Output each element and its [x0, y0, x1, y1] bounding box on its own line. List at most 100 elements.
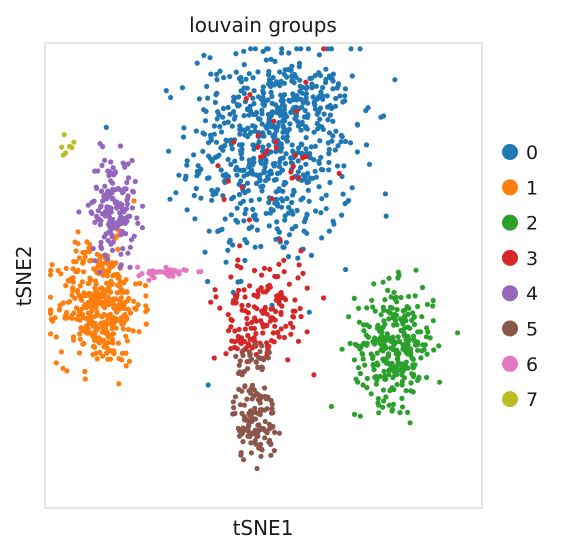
scatter-point [205, 278, 211, 285]
scatter-point [386, 335, 392, 341]
scatter-point [346, 197, 352, 204]
scatter-point [184, 158, 190, 164]
scatter-point [221, 196, 227, 202]
scatter-point [116, 356, 122, 362]
legend-label: 0 [526, 142, 538, 164]
scatter-point [229, 338, 235, 344]
scatter-point [97, 204, 104, 210]
scatter-point [241, 287, 247, 293]
scatter-point [209, 197, 215, 203]
scatter-point [109, 180, 116, 186]
scatter-point [176, 172, 182, 178]
scatter-point [264, 340, 270, 346]
scatter-point [264, 406, 270, 412]
scatter-point [396, 338, 402, 345]
scatter-point [176, 271, 182, 277]
scatter-point [235, 425, 241, 431]
scatter-point [292, 297, 298, 303]
scatter-point [268, 89, 274, 95]
scatter-point [230, 242, 236, 248]
scatter-point [229, 123, 235, 129]
scatter-point [206, 175, 212, 181]
scatter-point [236, 287, 242, 293]
scatter-point [268, 171, 274, 177]
scatter-point [47, 294, 54, 300]
series-0 [103, 46, 398, 388]
scatter-point [259, 272, 265, 278]
scatter-point [235, 279, 241, 285]
scatter-point [48, 267, 54, 273]
scatter-point [207, 132, 214, 138]
scatter-point [303, 91, 309, 97]
scatter-point [290, 324, 296, 330]
scatter-point [241, 457, 247, 463]
scatter-point [240, 198, 246, 204]
scatter-point [297, 77, 303, 83]
scatter-point [259, 343, 265, 349]
scatter-point [92, 219, 98, 225]
scatter-point [90, 333, 96, 339]
scatter-point [91, 198, 97, 204]
scatter-point [233, 69, 239, 75]
scatter-point [173, 190, 179, 196]
scatter-point [47, 331, 54, 337]
scatter-point [394, 381, 400, 388]
scatter-point [327, 179, 333, 186]
scatter-point [353, 376, 359, 382]
scatter-point [70, 266, 76, 272]
scatter-point [92, 344, 98, 350]
scatter-point [326, 167, 332, 173]
scatter-point [279, 167, 286, 173]
scatter-point [257, 425, 263, 431]
scatter-point [283, 239, 290, 246]
scatter-point [278, 78, 284, 84]
scatter-point [71, 139, 77, 145]
scatter-point [64, 368, 70, 374]
scatter-point [295, 255, 301, 261]
scatter-point [209, 187, 215, 193]
scatter-point [262, 164, 268, 170]
scatter-point [232, 113, 238, 119]
scatter-point [280, 155, 286, 161]
scatter-point [96, 262, 102, 268]
scatter-point [233, 167, 239, 173]
scatter-point [129, 205, 135, 211]
scatter-point [258, 243, 264, 250]
scatter-point [285, 210, 292, 216]
scatter-point [115, 340, 121, 346]
scatter-point [385, 354, 391, 360]
scatter-point [291, 189, 297, 195]
scatter-point [239, 302, 245, 309]
scatter-point [364, 305, 370, 311]
scatter-point [310, 94, 316, 100]
scatter-point [339, 134, 345, 140]
scatter-point [241, 173, 247, 179]
scatter-point [260, 289, 266, 295]
scatter-point [374, 350, 380, 356]
scatter-point [398, 294, 404, 301]
scatter-point [364, 375, 370, 382]
scatter-point [371, 367, 377, 373]
scatter-point [387, 387, 393, 394]
scatter-point [276, 261, 282, 267]
scatter-point [251, 155, 257, 161]
scatter-point [109, 234, 115, 240]
points-layer [47, 46, 461, 472]
scatter-point [281, 295, 287, 301]
scatter-point [230, 399, 236, 405]
legend-marker [502, 214, 518, 231]
scatter-point [135, 220, 141, 226]
scatter-point [251, 429, 258, 435]
scatter-point [399, 404, 406, 410]
scatter-point [401, 329, 407, 336]
scatter-point [357, 46, 363, 52]
scatter-point [260, 88, 266, 94]
scatter-point [137, 280, 143, 286]
scatter-point [232, 292, 238, 298]
scatter-point [213, 139, 220, 145]
scatter-point [286, 50, 292, 56]
scatter-point [399, 372, 405, 378]
scatter-point [121, 320, 127, 326]
scatter-point [247, 412, 253, 418]
scatter-point [373, 381, 379, 387]
